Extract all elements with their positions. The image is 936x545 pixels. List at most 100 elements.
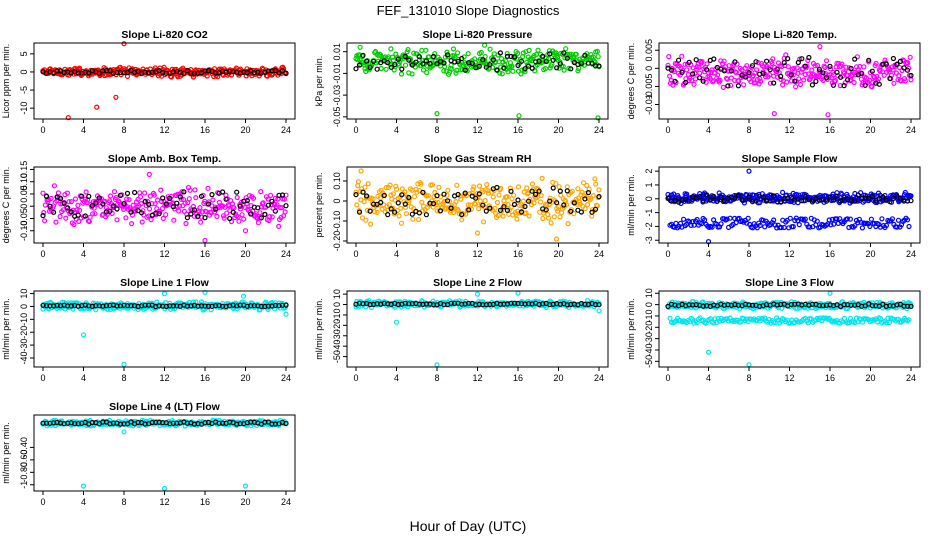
data-point: [590, 193, 596, 199]
data-point-hourly: [107, 68, 113, 74]
data-point-outlier: [202, 237, 208, 244]
data-point: [753, 67, 760, 73]
data-point: [553, 181, 559, 187]
data-point-hourly: [198, 193, 205, 199]
data-point-hourly: [522, 66, 528, 72]
data-point: [593, 181, 599, 187]
x-tick-label: 8: [434, 125, 439, 135]
data-point-hourly: [480, 57, 486, 63]
data-point-hourly: [96, 70, 102, 76]
data-point-hourly: [582, 196, 588, 202]
data-point: [383, 66, 389, 72]
data-point: [71, 221, 77, 228]
data-point: [514, 216, 520, 222]
y-tick-label: 0.005: [644, 39, 654, 62]
data-point: [879, 216, 885, 222]
data-point: [771, 217, 777, 223]
data-point: [905, 60, 911, 66]
data-point: [41, 210, 47, 216]
data-point-hourly: [378, 199, 384, 206]
data-point: [869, 83, 875, 90]
data-points: [665, 43, 914, 118]
data-point-hourly: [767, 198, 773, 204]
data-point-hourly: [834, 69, 840, 75]
data-points: [40, 417, 289, 492]
data-point: [257, 210, 263, 216]
data-point: [418, 181, 424, 187]
data-point: [540, 215, 546, 222]
data-point: [894, 224, 900, 230]
data-point-hourly: [434, 193, 440, 199]
data-point-hourly: [57, 195, 64, 202]
data-point-hourly: [504, 207, 510, 213]
data-point-hourly: [665, 303, 671, 309]
data-point: [57, 213, 63, 220]
y-tick-label: -0.60: [19, 450, 29, 471]
data-point: [89, 211, 96, 217]
data-point: [409, 71, 415, 77]
x-tick-label: 12: [784, 125, 794, 135]
x-tick-label: 12: [472, 249, 482, 259]
data-point-outlier: [121, 361, 127, 367]
x-tick-label: 0: [40, 497, 45, 507]
data-point-outlier: [121, 41, 127, 47]
data-point: [697, 70, 703, 76]
data-point: [83, 189, 89, 195]
panel-7: Slope Line 1 Flow ml/min per min. 0 4 8 12 16 2…: [1, 277, 296, 383]
data-points: [665, 168, 914, 245]
data-point-hourly: [223, 196, 229, 202]
data-point: [274, 202, 280, 208]
data-point: [254, 215, 260, 221]
data-points: [40, 289, 289, 367]
data-point: [827, 66, 834, 72]
data-point: [124, 196, 130, 202]
data-point-hourly: [121, 201, 127, 207]
data-point: [874, 319, 881, 325]
panel-title: Slope Sample Flow: [742, 153, 839, 165]
data-point-hourly: [434, 61, 440, 67]
data-point-hourly: [813, 78, 819, 85]
data-point: [450, 46, 457, 52]
data-point: [538, 193, 544, 199]
x-tick-label: 4: [706, 125, 711, 135]
data-point: [832, 77, 839, 84]
data-point-hourly: [508, 188, 514, 194]
data-point: [807, 224, 813, 230]
data-point-hourly: [473, 195, 479, 201]
y-tick-label: -0.10: [19, 220, 29, 241]
data-point: [256, 215, 262, 221]
data-point: [481, 219, 487, 225]
data-point: [114, 217, 120, 223]
data-point: [176, 208, 182, 214]
data-point: [146, 206, 153, 212]
data-point-hourly: [441, 60, 447, 66]
data-point: [563, 202, 570, 208]
y-tick-label: 0: [19, 69, 29, 74]
data-point-hourly: [367, 64, 373, 71]
x-tick-label: 24: [594, 249, 604, 259]
data-point: [365, 181, 371, 187]
x-tick-label: 20: [865, 373, 875, 383]
data-point: [531, 200, 537, 206]
data-point: [490, 194, 496, 200]
data-point-hourly: [746, 194, 752, 200]
data-point: [436, 184, 442, 190]
y-axis-label: ml/min per min.: [314, 298, 324, 360]
data-point-hourly: [697, 194, 703, 200]
data-point: [809, 67, 815, 73]
data-point-hourly: [862, 82, 868, 88]
data-point-hourly: [420, 61, 426, 67]
data-point-hourly: [402, 53, 408, 60]
x-tick-label: 16: [513, 373, 523, 383]
data-point: [532, 68, 538, 74]
data-point-hourly: [908, 198, 914, 204]
x-tick-label: 4: [394, 125, 399, 135]
data-point: [269, 214, 275, 220]
figure-xlabel: Hour of Day (UTC): [410, 518, 527, 534]
data-point-hourly: [809, 199, 816, 205]
data-point-hourly: [837, 198, 844, 204]
y-axis-label: degrees C per min.: [1, 167, 11, 244]
data-point: [396, 213, 402, 219]
data-point: [126, 197, 132, 203]
data-point-hourly: [170, 204, 176, 210]
